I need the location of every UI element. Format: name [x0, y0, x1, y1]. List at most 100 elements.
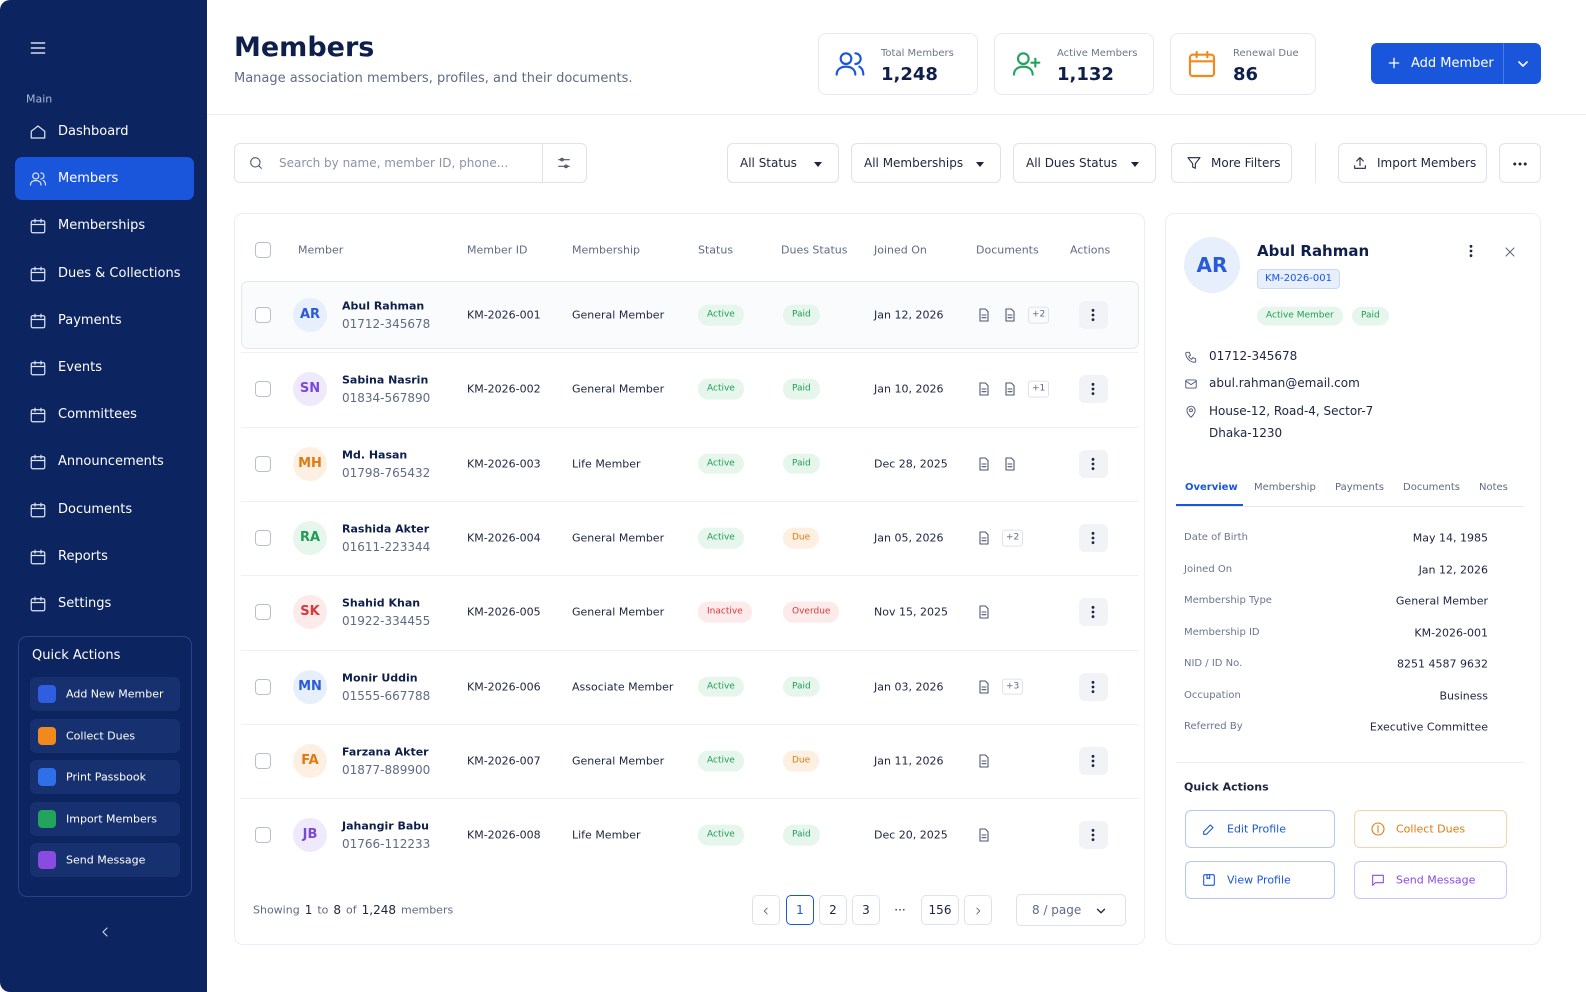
page-button[interactable]	[852, 895, 880, 925]
detail-action-button[interactable]	[1185, 861, 1335, 899]
per-page-caret	[1094, 903, 1108, 922]
add-member-label[interactable]: Add Member	[1411, 56, 1494, 72]
page-number[interactable]: 156	[928, 902, 952, 917]
icon	[1091, 754, 1095, 767]
row-checkbox[interactable]	[255, 827, 271, 844]
document-icon[interactable]	[1002, 456, 1018, 476]
menu-icon	[28, 38, 48, 62]
detail-tab[interactable]: Payments	[1335, 482, 1384, 493]
detail-tab[interactable]: Notes	[1479, 482, 1508, 493]
per-page-label[interactable]: 8 / page	[1032, 902, 1082, 917]
quick-action-label[interactable]: Import Members	[66, 811, 157, 825]
row-checkbox[interactable]	[255, 307, 271, 323]
import-label[interactable]: Import Members	[1377, 155, 1477, 170]
page-number[interactable]: 3	[862, 902, 870, 917]
row-checkbox[interactable]	[255, 752, 271, 769]
kebab	[1085, 679, 1101, 699]
icon	[1372, 874, 1384, 886]
search-box[interactable]	[234, 143, 587, 183]
quick-action-label[interactable]: Add New Member	[66, 687, 164, 701]
document-icon[interactable]	[976, 753, 992, 773]
detail-action-label[interactable]: Edit Profile	[1227, 822, 1287, 836]
search-placeholder[interactable]: Search by name, member ID, phone...	[279, 155, 509, 170]
collapse-button[interactable]	[97, 924, 113, 944]
document-icon[interactable]	[976, 827, 992, 847]
avatar	[293, 595, 327, 630]
nav-item[interactable]: Dues & Collections	[58, 265, 181, 281]
nav-item[interactable]: Memberships	[58, 218, 146, 234]
page-button[interactable]	[819, 895, 847, 925]
per-page-select[interactable]	[1016, 894, 1126, 926]
add-member-button[interactable]	[1371, 43, 1541, 84]
row-checkbox[interactable]	[255, 529, 271, 546]
more-filters-button[interactable]	[1171, 143, 1292, 183]
icon	[30, 266, 46, 281]
detail-action-button[interactable]	[1354, 861, 1507, 899]
filter-dropdown[interactable]	[1013, 143, 1156, 183]
document-icon[interactable]	[1002, 381, 1018, 401]
document-icon[interactable]	[976, 530, 992, 550]
document-icon[interactable]	[976, 604, 992, 624]
filter-dropdown[interactable]	[727, 143, 839, 183]
row-checkbox[interactable]	[255, 604, 271, 621]
nav-item[interactable]: Settings	[58, 596, 112, 612]
page-button[interactable]	[786, 895, 814, 925]
page-button[interactable]	[921, 895, 959, 925]
document-icon[interactable]	[976, 456, 992, 476]
import-button[interactable]	[1338, 143, 1487, 183]
row-checkbox[interactable]	[255, 242, 271, 258]
filter-icon[interactable]	[556, 155, 572, 175]
detail-tab[interactable]: Membership	[1254, 482, 1316, 493]
prev-page[interactable]	[752, 895, 780, 925]
member-name: Rashida Akter	[342, 522, 430, 536]
document-icon[interactable]	[976, 307, 992, 327]
close-button[interactable]	[1502, 244, 1518, 264]
icon	[1096, 908, 1106, 914]
nav-icon	[29, 406, 47, 428]
nav-item[interactable]: Documents	[58, 501, 133, 517]
nav-item[interactable]: Payments	[58, 313, 122, 328]
detail-tab[interactable]: Overview	[1185, 482, 1238, 493]
next-page[interactable]	[964, 895, 992, 925]
detail-action-button[interactable]	[1354, 810, 1507, 848]
detail-action-label[interactable]: View Profile	[1227, 873, 1291, 887]
page-number[interactable]: 1	[796, 902, 804, 917]
detail-menu[interactable]	[1463, 243, 1479, 263]
page-number[interactable]: 2	[829, 902, 837, 917]
member-phone: 01834-567890	[342, 391, 431, 406]
split-arrow[interactable]	[1515, 56, 1531, 76]
filter-label[interactable]: All Dues Status	[1026, 155, 1118, 170]
nav-item[interactable]: Events	[58, 360, 103, 376]
detail-action-label[interactable]: Send Message	[1396, 873, 1476, 887]
document-icon[interactable]	[1002, 307, 1018, 327]
detail-action-button[interactable]	[1185, 810, 1335, 848]
nav-item[interactable]: Members	[58, 171, 119, 187]
icon	[1185, 351, 1197, 363]
row-checkbox[interactable]	[255, 381, 271, 398]
member-name: Jahangir Babu	[342, 819, 430, 833]
nav-item[interactable]: Announcements	[58, 454, 164, 470]
filter-label[interactable]: All Status	[740, 155, 797, 170]
filter-label[interactable]: All Memberships	[864, 155, 964, 170]
icon	[29, 172, 47, 186]
quick-action-label[interactable]: Collect Dues	[66, 728, 136, 742]
quick-action-label[interactable]: Print Passbook	[66, 770, 146, 784]
document-icon[interactable]	[976, 381, 992, 401]
nav-item[interactable]: Dashboard	[58, 124, 129, 140]
more-filters-label[interactable]: More Filters	[1211, 155, 1281, 170]
document-icon[interactable]	[976, 679, 992, 699]
page-number[interactable]: ···	[894, 902, 906, 917]
quick-actions-title: Quick Actions	[32, 648, 121, 664]
nav-item[interactable]: Committees	[58, 407, 137, 423]
avatar	[293, 372, 327, 407]
filter-dropdown[interactable]	[851, 143, 1001, 183]
quick-action-label[interactable]: Send Message	[66, 853, 146, 867]
nav-icon	[29, 595, 47, 617]
more-button[interactable]	[1499, 143, 1541, 183]
nav-item[interactable]: Reports	[58, 549, 108, 564]
detail-action-label[interactable]: Collect Dues	[1396, 822, 1466, 836]
detail-tab[interactable]: Documents	[1403, 482, 1461, 493]
row-checkbox[interactable]	[255, 455, 271, 472]
icon	[979, 457, 989, 471]
row-checkbox[interactable]	[255, 678, 271, 695]
